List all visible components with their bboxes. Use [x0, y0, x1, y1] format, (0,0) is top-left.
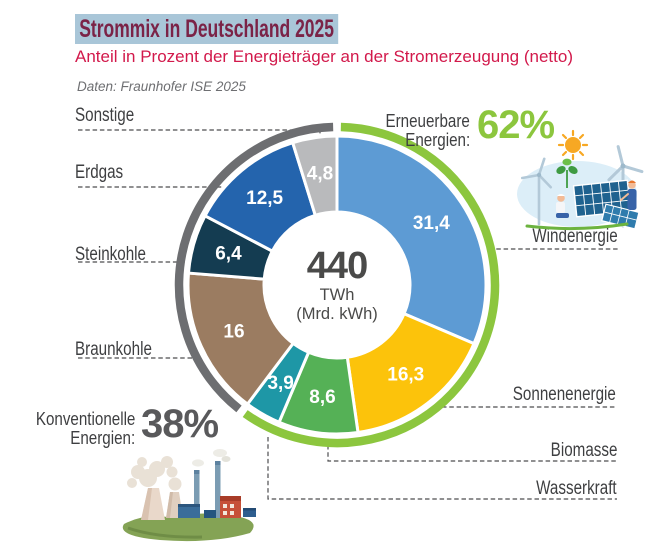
donut-segment-sonnenenergie: [345, 312, 476, 435]
plant-icon: [556, 158, 578, 188]
segment-value-sonnenenergie: 16,3: [387, 365, 424, 386]
label-windenergie: Windenergie: [532, 226, 618, 247]
segment-value-steinkohle: 6,4: [215, 244, 242, 265]
sun-icon: [557, 129, 589, 161]
segment-value-biomasse: 8,6: [309, 387, 335, 408]
label-braunkohle: Braunkohle: [75, 339, 152, 360]
label-erdgas: Erdgas: [75, 162, 124, 183]
total-generation-unit: TWh: [319, 286, 355, 304]
cooling-tower-icon: [141, 488, 183, 520]
donut-segment-sonstige: [291, 134, 339, 217]
data-source-note: Daten: Fraunhofer ISE 2025: [77, 79, 246, 94]
page-title: Strommix in Deutschland 2025: [75, 14, 339, 44]
ground-line: [525, 222, 629, 231]
solar-panel-icon: [572, 179, 640, 230]
renewable-group-arc: [242, 122, 500, 448]
factory-illustration: [122, 449, 256, 542]
label-sonnenenergie: Sonnenenergie: [512, 384, 616, 405]
label-wasserkraft: Wasserkraft: [536, 478, 617, 499]
conventional-group-arc: [174, 122, 334, 413]
segment-value-sonstige: 4,8: [307, 163, 333, 184]
donut-center-label: 440 TWh (Mrd. kWh): [257, 246, 417, 324]
label-biomasse: Biomasse: [550, 440, 617, 461]
renewable-group-label: Erneuerbare Energien:: [385, 110, 470, 150]
page-subtitle: Anteil in Prozent der Energieträger an d…: [75, 47, 573, 66]
renewable-percent: 62%: [477, 103, 555, 147]
segment-value-windenergie: 31,4: [413, 213, 450, 234]
chimney-icon: [192, 449, 231, 518]
renewables-illustration: [517, 129, 644, 231]
factory-building: [178, 496, 256, 518]
label-sonstige: Sonstige: [75, 105, 135, 126]
segment-value-braunkohle: 16: [223, 321, 244, 342]
smoke-icon: [127, 456, 182, 491]
conventional-percent: 38%: [141, 402, 219, 446]
connector-wasserkraft: [267, 437, 617, 500]
ground-shadow: [127, 526, 203, 539]
segment-value-erdgas: 12,5: [246, 188, 283, 209]
worker-icon: [556, 180, 637, 218]
donut-segment-windenergie: [335, 134, 488, 346]
total-generation-value: 440: [306, 245, 368, 287]
connector-biomasse: [327, 445, 617, 462]
conventional-group-label: Konventionelle Energien:: [35, 408, 135, 448]
segment-value-wasserkraft: 3,9: [267, 373, 293, 394]
total-generation-unit-alt: (Mrd. kWh): [296, 305, 378, 323]
label-steinkohle: Steinkohle: [75, 244, 146, 265]
